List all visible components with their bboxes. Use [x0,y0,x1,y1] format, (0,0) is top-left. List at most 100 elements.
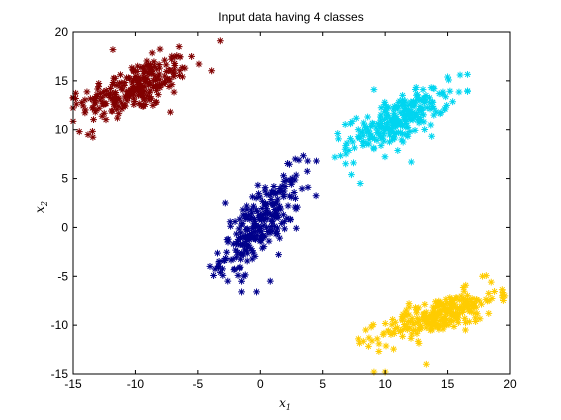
data-point-class-1 [89,133,97,141]
data-point-class-2 [229,240,237,248]
data-point-class-4 [462,319,469,327]
data-point-class-3 [376,124,384,132]
data-point-class-2 [252,206,260,214]
data-point-class-1 [97,90,105,97]
data-point-class-3 [342,160,350,168]
data-point-class-2 [270,183,278,190]
data-point-class-3 [439,88,447,96]
data-point-class-1 [179,73,186,81]
data-point-class-2 [295,156,303,164]
data-point-class-3 [421,126,429,133]
data-point-class-1 [151,62,158,70]
data-point-class-2 [251,253,259,260]
data-point-class-2 [280,177,288,185]
data-point-class-4 [414,338,422,345]
data-point-class-4 [415,318,423,326]
ticks-layer: -15 -10 -5 0 5 10 15 20 -15 -10 -5 0 5 10 15 20 [51,25,517,391]
data-point-class-1 [161,78,168,86]
data-point-class-3 [464,70,471,78]
data-point-class-1 [148,95,155,103]
y-tick-label: -15 [51,367,69,381]
data-point-class-3 [364,113,372,121]
data-point-class-4 [365,334,373,342]
data-point-class-1 [112,89,119,96]
data-point-class-2 [265,237,273,245]
data-point-class-4 [436,306,444,314]
data-point-class-1 [113,105,121,113]
data-point-class-4 [435,325,443,333]
data-point-class-2 [261,201,269,209]
data-point-class-3 [390,130,398,137]
data-point-class-2 [292,195,299,202]
data-point-class-2 [251,228,259,236]
data-point-class-1 [156,45,164,53]
data-point-class-1 [118,105,126,113]
data-point-class-4 [373,335,381,343]
data-point-class-2 [259,233,267,241]
data-point-class-2 [270,213,278,221]
data-point-class-1 [161,56,169,64]
data-point-class-2 [249,225,257,233]
data-point-class-1 [78,98,86,106]
data-point-class-4 [499,297,507,304]
data-point-class-3 [383,104,391,112]
data-point-class-1 [90,116,97,124]
data-point-class-2 [253,288,260,296]
data-point-class-4 [399,310,407,318]
data-point-class-2 [286,215,294,223]
data-point-class-1 [145,81,153,89]
data-point-class-3 [435,90,443,98]
data-point-class-4 [461,303,469,311]
data-point-class-2 [247,245,255,253]
y-axis-label: x2 [33,201,49,213]
data-point-class-1 [140,96,148,104]
data-point-class-1 [72,95,79,102]
data-point-class-1 [132,74,140,82]
data-point-class-1 [89,104,97,111]
data-point-class-4 [441,322,449,330]
data-point-class-2 [303,167,311,175]
data-point-class-3 [429,103,436,110]
data-point-class-4 [430,307,438,315]
data-point-class-4 [439,318,447,326]
data-point-class-3 [365,140,373,148]
data-point-class-1 [94,85,102,93]
data-point-class-4 [368,337,376,345]
data-point-class-2 [271,222,278,230]
data-point-class-1 [148,70,156,78]
x-tick-label: 15 [441,377,455,391]
data-point-class-1 [98,112,106,120]
data-point-class-3 [395,129,403,137]
data-point-class-1 [109,46,117,53]
data-point-class-4 [440,306,448,314]
data-point-class-3 [409,116,417,124]
data-point-class-3 [381,127,388,135]
data-point-class-1 [93,93,101,100]
x-axis-label: x1 [279,396,291,412]
data-point-class-3 [351,144,358,152]
data-point-class-3 [348,171,355,179]
data-point-class-2 [229,255,237,263]
data-point-class-3 [356,180,364,187]
data-point-class-1 [121,79,129,86]
data-point-class-2 [263,215,271,223]
data-point-class-4 [466,318,473,326]
y-axis-label-main: x [33,206,47,213]
data-point-class-4 [439,301,447,309]
data-point-class-2 [257,211,265,219]
data-point-class-4 [408,315,416,322]
data-point-class-1 [139,92,147,100]
data-point-class-4 [470,300,478,307]
data-point-class-4 [462,281,470,289]
data-point-class-2 [242,238,250,245]
data-point-class-1 [72,100,80,108]
data-point-class-2 [238,220,246,227]
data-point-class-2 [271,199,279,207]
data-point-class-1 [166,67,174,74]
chart-title: Input data having 4 classes [218,10,363,24]
data-point-class-2 [280,187,288,195]
data-point-class-3 [405,111,412,119]
data-point-class-1 [161,72,169,80]
data-point-class-1 [188,53,196,60]
data-point-class-2 [274,214,282,222]
